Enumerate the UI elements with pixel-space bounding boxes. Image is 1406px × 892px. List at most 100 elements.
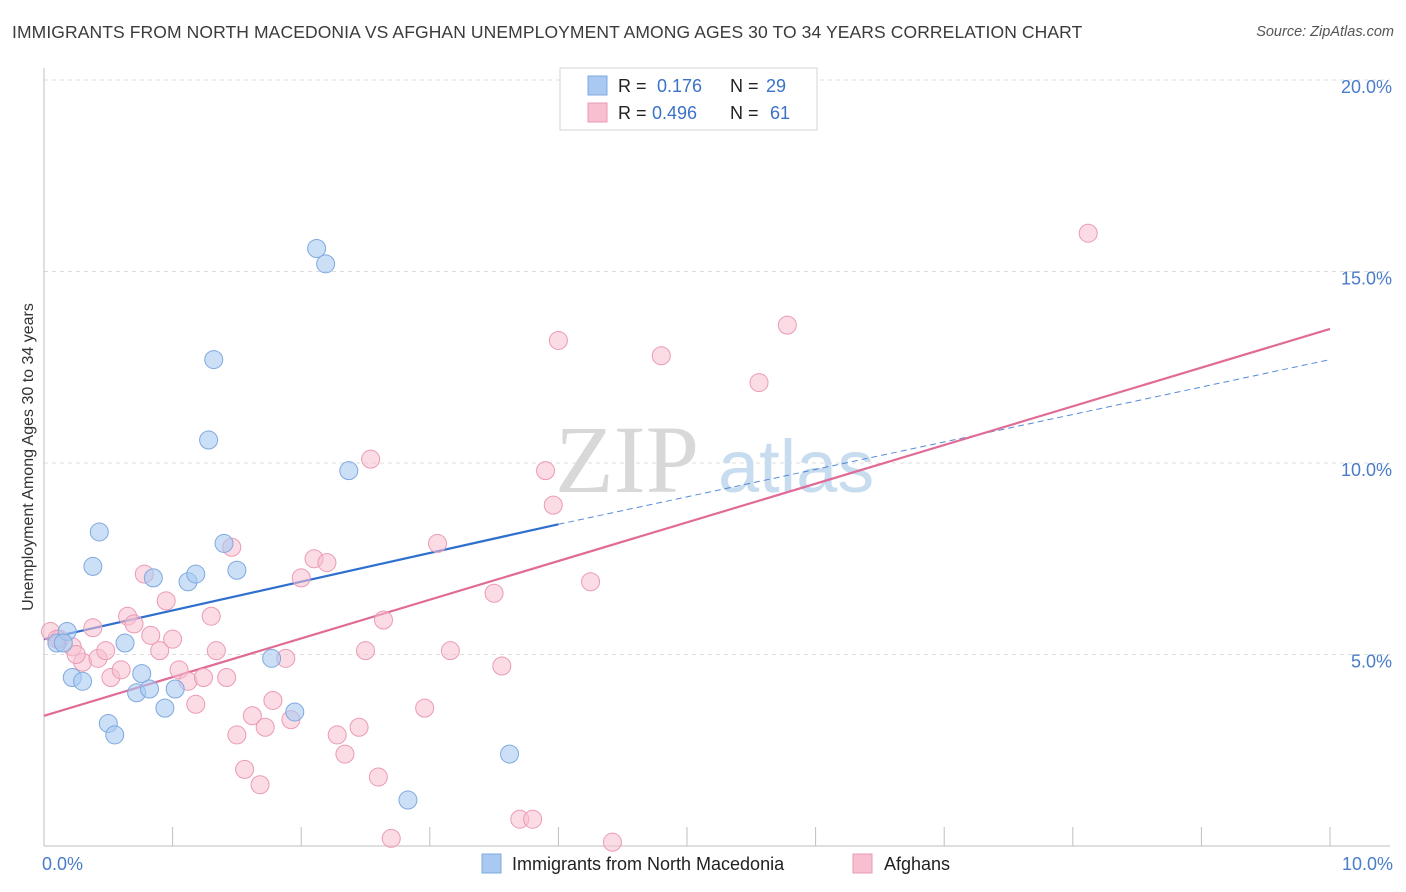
afghans-point: [543, 495, 563, 515]
bottom-legend-swatch-pink: [852, 853, 873, 874]
afghans-point: [548, 330, 568, 350]
source-label: Source: ZipAtlas.com: [1256, 24, 1394, 40]
north-macedonia-point: [199, 430, 219, 450]
afghans-point: [255, 717, 275, 737]
north-macedonia-point: [204, 350, 224, 370]
north-macedonia-point: [186, 564, 206, 584]
afghans-point: [83, 618, 103, 638]
legend-n-label-1: N =: [730, 76, 759, 96]
bottom-legend-swatch-blue: [481, 853, 502, 874]
axes: [43, 68, 1390, 847]
north-macedonia-trend-extension: [558, 359, 1331, 525]
y-tick-label-20: 20.0%: [1341, 77, 1392, 97]
afghans-point: [291, 568, 311, 588]
watermark-zip: ZIP: [555, 406, 699, 513]
tick-labels: 5.0% 10.0% 15.0% 20.0% 0.0% 10.0%: [42, 77, 1393, 874]
y-axis-label: Unemployment Among Ages 30 to 34 years: [20, 303, 37, 611]
correlation-legend: R = 0.176 N = 29 R = 0.496 N = 61: [559, 67, 818, 131]
afghans-point: [536, 461, 556, 481]
legend-n-value-1: 29: [766, 76, 786, 96]
legend-swatch-pink: [587, 102, 608, 123]
series-legend: Immigrants from North Macedonia Afghans: [481, 853, 950, 874]
afghans-point: [235, 759, 255, 779]
afghans-point: [602, 832, 622, 852]
afghans-points: [40, 223, 1098, 852]
afghans-point: [415, 698, 435, 718]
north-macedonia-point: [73, 671, 93, 691]
x-tick-label-10: 10.0%: [1342, 854, 1393, 874]
afghans-point: [581, 572, 601, 592]
legend-n-value-2: 61: [770, 103, 790, 123]
bottom-legend-label-2: Afghans: [884, 854, 950, 874]
afghans-point: [523, 809, 543, 829]
chart-title: IMMIGRANTS FROM NORTH MACEDONIA VS AFGHA…: [12, 22, 1083, 42]
x-tick-label-0: 0.0%: [42, 854, 83, 874]
afghans-point: [484, 583, 504, 603]
afghans-point: [368, 767, 388, 787]
afghans-point: [777, 315, 797, 335]
afghans-point: [428, 533, 448, 553]
afghans-point: [156, 591, 176, 611]
north-macedonia-point: [155, 698, 175, 718]
afghans-point: [124, 614, 144, 634]
north-macedonia-point: [500, 744, 520, 764]
north-macedonia-point: [143, 568, 163, 588]
trend-lines: [43, 327, 1331, 717]
north-macedonia-point: [115, 633, 135, 653]
afghans-point: [327, 725, 347, 745]
afghans-point: [250, 775, 270, 795]
afghans-point: [492, 656, 512, 676]
afghans-point: [163, 629, 183, 649]
afghans-point: [66, 645, 86, 664]
north-macedonia-point: [105, 725, 125, 745]
afghans-point: [374, 610, 394, 630]
north-macedonia-point: [398, 790, 418, 810]
legend-r-value-2: 0.496: [652, 103, 697, 123]
afghans-point: [1078, 223, 1098, 243]
legend-n-label-2: N =: [730, 103, 759, 123]
y-tick-label-15: 15.0%: [1341, 269, 1392, 289]
north-macedonia-point: [262, 648, 282, 668]
afghans-point: [335, 744, 355, 764]
afghans-point: [749, 373, 769, 393]
afghans-point: [317, 553, 337, 573]
afghans-point: [96, 641, 116, 661]
north-macedonia-points: [47, 239, 520, 810]
legend-swatch-blue: [587, 75, 608, 96]
afghans-point: [440, 641, 460, 661]
north-macedonia-point: [307, 239, 327, 259]
north-macedonia-point: [316, 254, 336, 274]
watermark-atlas: atlas: [718, 425, 874, 508]
afghans-point: [227, 725, 247, 745]
afghans-point: [263, 690, 283, 710]
north-macedonia-point: [285, 702, 305, 722]
afghans-point: [651, 346, 671, 366]
afghans-point: [186, 694, 206, 714]
legend-r-value-1: 0.176: [657, 76, 702, 96]
north-macedonia-point: [83, 556, 103, 576]
afghans-trend-line: [43, 327, 1331, 717]
afghans-point: [349, 717, 369, 737]
afghans-point: [193, 667, 213, 687]
north-macedonia-point: [214, 533, 234, 553]
north-macedonia-point: [339, 461, 359, 481]
afghans-point: [206, 641, 226, 661]
afghans-point: [356, 641, 375, 661]
north-macedonia-point: [227, 560, 247, 580]
north-macedonia-point: [89, 522, 109, 542]
y-tick-label-5: 5.0%: [1351, 652, 1392, 672]
afghans-point: [150, 641, 170, 661]
watermark: ZIP atlas: [555, 406, 874, 513]
legend-r-label-1: R =: [618, 76, 647, 96]
legend-r-label-2: R =: [618, 103, 647, 123]
y-tick-label-10: 10.0%: [1341, 460, 1392, 480]
north-macedonia-point: [132, 664, 152, 684]
afghans-point: [381, 828, 401, 848]
afghans-point: [111, 660, 131, 680]
afghans-point: [361, 449, 381, 469]
afghans-point: [242, 706, 262, 726]
bottom-legend-label-1: Immigrants from North Macedonia: [512, 854, 785, 874]
north-macedonia-point: [53, 633, 73, 653]
north-macedonia-point: [165, 679, 185, 699]
